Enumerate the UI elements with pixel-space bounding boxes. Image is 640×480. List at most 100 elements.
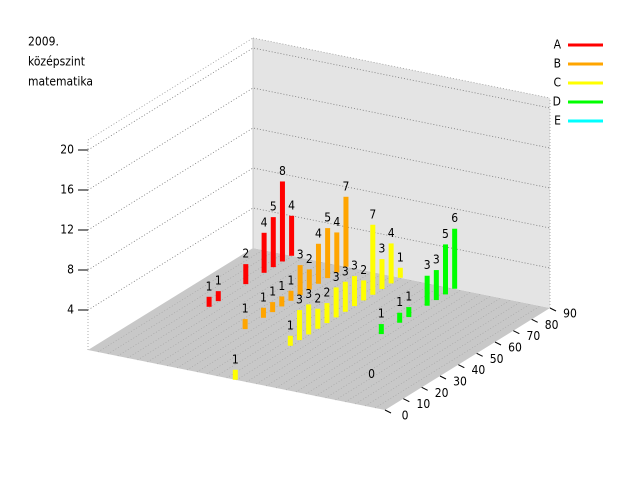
data-label: 1	[405, 290, 412, 304]
data-label: 3	[433, 253, 440, 267]
legend-label: A	[554, 38, 562, 52]
bar	[433, 270, 439, 301]
legend-label: C	[553, 76, 561, 90]
bar	[361, 280, 367, 301]
wall-edge	[87, 37, 254, 141]
data-label: 0	[368, 367, 375, 381]
floor-grid	[256, 281, 422, 385]
bar	[315, 243, 321, 284]
bar	[242, 319, 248, 330]
x-tick	[458, 364, 465, 369]
floor-grid	[295, 289, 462, 393]
floor-grid	[97, 249, 264, 353]
bar	[388, 243, 394, 284]
bar	[279, 296, 285, 307]
x-tick-label: 80	[545, 318, 559, 332]
bar	[306, 269, 312, 290]
floor-grid	[365, 303, 531, 407]
x-tick-label: 50	[490, 352, 504, 366]
data-label: 3	[379, 242, 386, 256]
floor-grid	[266, 283, 432, 387]
x-tick-label: 0	[402, 409, 409, 423]
bar	[452, 228, 458, 289]
data-label: 1	[269, 285, 276, 299]
bar	[279, 181, 285, 262]
bar	[334, 232, 340, 273]
z-tick-label: 12	[60, 223, 74, 237]
bar	[315, 308, 321, 329]
data-label: 8	[279, 164, 286, 178]
data-label: 1	[278, 279, 285, 293]
bar	[406, 307, 412, 318]
bar	[333, 287, 339, 318]
data-label: 1	[232, 352, 239, 366]
bar	[343, 196, 349, 267]
x-tick	[421, 386, 428, 391]
floor-grid	[167, 263, 333, 367]
z-tick-label: 16	[60, 183, 74, 197]
x-tick-label: 90	[563, 307, 577, 321]
bar	[260, 307, 266, 318]
floor-grid	[107, 251, 273, 355]
data-label: 3	[297, 248, 304, 262]
bar	[442, 244, 448, 295]
z-tick-label: 8	[67, 263, 74, 277]
floor-grid	[275, 285, 442, 389]
data-label: 2	[360, 263, 367, 277]
bar	[232, 369, 238, 380]
floor-grid	[196, 269, 363, 373]
floor-grid	[117, 253, 283, 357]
legend-label: D	[553, 95, 561, 109]
data-label: 4	[288, 198, 295, 212]
data-label: 1	[287, 318, 294, 332]
data-label: 1	[242, 302, 249, 316]
floor-grid	[355, 301, 521, 405]
floor-grid	[127, 255, 293, 359]
floor-grid	[236, 277, 402, 381]
x-tick	[439, 375, 447, 380]
data-label: 3	[351, 259, 358, 273]
floor-grid	[325, 295, 491, 399]
bar	[270, 302, 276, 313]
bar	[325, 228, 331, 279]
bar	[296, 310, 302, 341]
floor-grid	[246, 279, 412, 383]
data-label: 2	[324, 286, 331, 300]
data-label: 4	[388, 226, 395, 240]
floor-grid	[147, 259, 313, 363]
data-label: 7	[343, 179, 350, 193]
x-tick-label: 70	[526, 329, 540, 343]
z-tick-label: 4	[67, 303, 74, 317]
x-tick	[549, 307, 557, 312]
data-label: 4	[315, 226, 322, 240]
x-tick-label: 30	[453, 375, 467, 389]
bar	[306, 304, 312, 335]
bar	[324, 303, 330, 324]
bar	[288, 290, 294, 301]
data-label: 1	[396, 295, 403, 309]
bar	[342, 281, 348, 312]
title-line: 2009.	[28, 35, 59, 49]
data-label: 4	[333, 215, 340, 229]
bar	[370, 224, 376, 295]
x-tick	[494, 341, 502, 346]
floor-grid	[315, 293, 481, 397]
x-tick-label: 10	[416, 397, 430, 411]
x-tick	[531, 318, 538, 323]
x-tick-label: 40	[471, 363, 485, 377]
x-tick-label: 60	[508, 341, 522, 355]
data-label: 6	[451, 211, 458, 225]
data-label: 1	[206, 279, 213, 293]
data-label: 1	[397, 250, 404, 264]
x-tick	[384, 409, 392, 414]
data-label: 1	[215, 274, 222, 288]
data-label: 1	[378, 307, 385, 321]
floor-grid	[137, 257, 303, 361]
bar	[397, 312, 403, 323]
legend-label: B	[554, 57, 561, 71]
bar	[261, 232, 267, 273]
floor-grid	[157, 261, 323, 365]
data-label: 2	[242, 247, 249, 261]
